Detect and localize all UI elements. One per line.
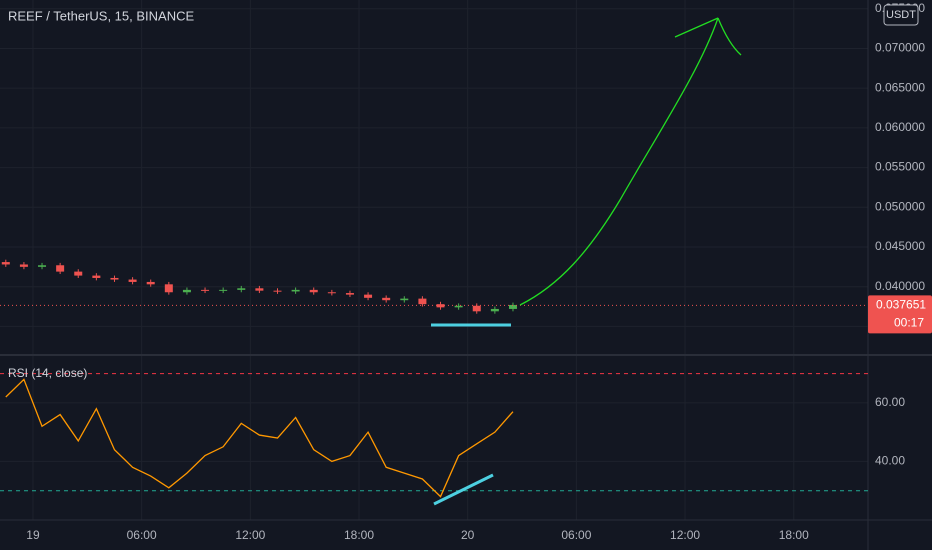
candle-body: [364, 294, 373, 298]
candle-body: [454, 305, 463, 308]
candle-body: [327, 292, 336, 294]
candle-body: [110, 277, 119, 280]
x-tick-label: 18:00: [344, 528, 374, 542]
candle-body: [273, 290, 282, 292]
x-tick-label: 12:00: [235, 528, 265, 542]
y-tick-label: 0.055000: [875, 160, 925, 174]
candle-body: [56, 265, 65, 272]
candle-body: [92, 275, 101, 278]
candle-body: [237, 288, 246, 290]
x-tick-label: 06:00: [561, 528, 591, 542]
rsi-title: RSI (14, close): [8, 366, 87, 380]
candle-body: [291, 289, 300, 292]
candle-body: [128, 279, 137, 282]
candle-body: [146, 281, 155, 285]
candle-body: [201, 289, 210, 291]
candle-body: [1, 262, 10, 265]
x-tick-label: 12:00: [670, 528, 700, 542]
y-tick-label: 0.060000: [875, 120, 925, 134]
rsi-line: [5, 378, 514, 498]
candle-body: [182, 289, 191, 293]
last-price-box: [868, 295, 932, 334]
x-tick-label: 19: [26, 528, 40, 542]
projection-arrow: [519, 17, 719, 306]
candle-body: [345, 293, 354, 295]
currency-label: USDT: [886, 9, 916, 21]
candle-body: [164, 284, 173, 293]
candle-body: [472, 305, 481, 312]
y-tick-label: 0.065000: [875, 80, 925, 94]
candle-body: [490, 308, 499, 312]
candle-body: [255, 288, 264, 291]
last-price-label: 0.037651: [876, 298, 926, 312]
x-tick-label: 06:00: [127, 528, 157, 542]
y-tick-label: 0.050000: [875, 199, 925, 213]
x-tick-label: 18:00: [779, 528, 809, 542]
arrow-head: [674, 17, 742, 56]
chart-title: REEF / TetherUS, 15, BINANCE: [8, 8, 194, 23]
candle-body: [309, 289, 318, 293]
y-tick-label: 0.045000: [875, 239, 925, 253]
candle-body: [508, 304, 517, 309]
candle-body: [400, 298, 409, 301]
y-tick-label: 0.070000: [875, 41, 925, 55]
candle-body: [74, 271, 83, 276]
x-tick-label: 20: [461, 528, 475, 542]
y-tick-label: 0.040000: [875, 279, 925, 293]
candle-body: [382, 297, 391, 301]
rsi-divergence-line: [433, 473, 494, 506]
y-tick-label: 60.00: [875, 395, 905, 409]
candle-body: [418, 298, 427, 305]
candle-body: [19, 264, 28, 267]
y-tick-label: 40.00: [875, 454, 905, 468]
currency-badge[interactable]: [883, 4, 919, 26]
candle-body: [219, 289, 228, 291]
countdown-label: 00:17: [894, 316, 924, 330]
candle-body: [38, 265, 47, 267]
